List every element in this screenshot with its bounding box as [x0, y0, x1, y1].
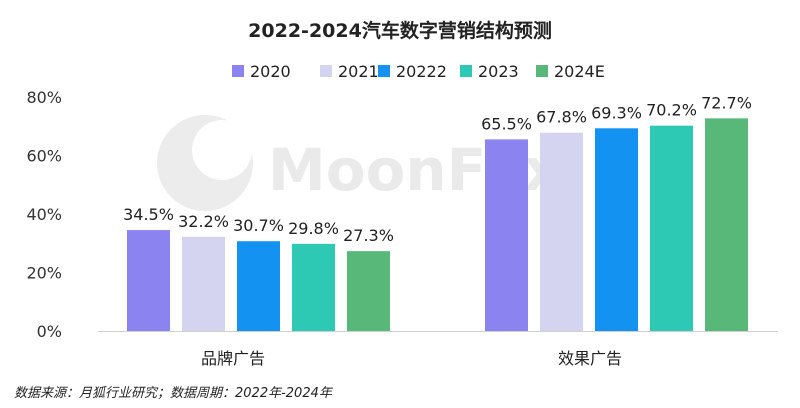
legend-label: 2021 [338, 62, 379, 81]
x-category-label: 品牌广告 [201, 349, 265, 368]
legend-label: 20222 [396, 62, 447, 81]
data-label: 32.2% [178, 212, 229, 231]
legend-label: 2020 [250, 62, 291, 81]
data-label: 69.3% [591, 103, 642, 122]
legend: 2020 2021 20222 2023 2024E [232, 62, 605, 81]
data-label: 65.5% [481, 114, 532, 133]
bar [292, 243, 335, 331]
y-axis: 0% 20% 40% 60% 80% [26, 88, 62, 341]
x-category-label: 效果广告 [558, 349, 622, 368]
bar [347, 251, 390, 331]
bar [540, 132, 583, 331]
bar [485, 139, 528, 331]
bars [127, 118, 748, 331]
y-tick-label: 80% [26, 88, 62, 107]
value-labels: 34.5% 32.2% 30.7% 29.8% 27.3% 65.5% 67.8% 69.3%… [123, 93, 752, 245]
legend-label: 2023 [478, 62, 519, 81]
category-labels: 品牌广告 效果广告 [201, 349, 622, 368]
bar [595, 128, 638, 331]
data-label: 72.7% [701, 93, 752, 112]
y-tick-label: 0% [37, 322, 62, 341]
data-label: 29.8% [288, 219, 339, 238]
data-label: 27.3% [343, 226, 394, 245]
legend-swatch [460, 65, 472, 77]
y-tick-label: 60% [26, 147, 62, 166]
y-tick-label: 20% [26, 264, 62, 283]
data-label: 30.7% [233, 216, 284, 235]
legend-swatch [320, 65, 332, 77]
data-label: 67.8% [536, 108, 587, 127]
legend-label: 2024E [554, 62, 605, 81]
data-label: 34.5% [123, 205, 174, 224]
y-tick-label: 40% [26, 205, 62, 224]
chart-title: 2022-2024汽车数字营销结构预测 [248, 19, 552, 42]
bar [650, 125, 693, 331]
legend-swatch [232, 65, 244, 77]
legend-swatch [536, 65, 548, 77]
bar [705, 118, 748, 331]
legend-swatch [378, 65, 390, 77]
source-note: 数据来源：月狐行业研究；数据周期：2022年-2024年 [14, 386, 332, 401]
bar [237, 241, 280, 331]
data-label: 70.2% [646, 101, 697, 120]
bar [127, 230, 170, 331]
bar [182, 236, 225, 331]
